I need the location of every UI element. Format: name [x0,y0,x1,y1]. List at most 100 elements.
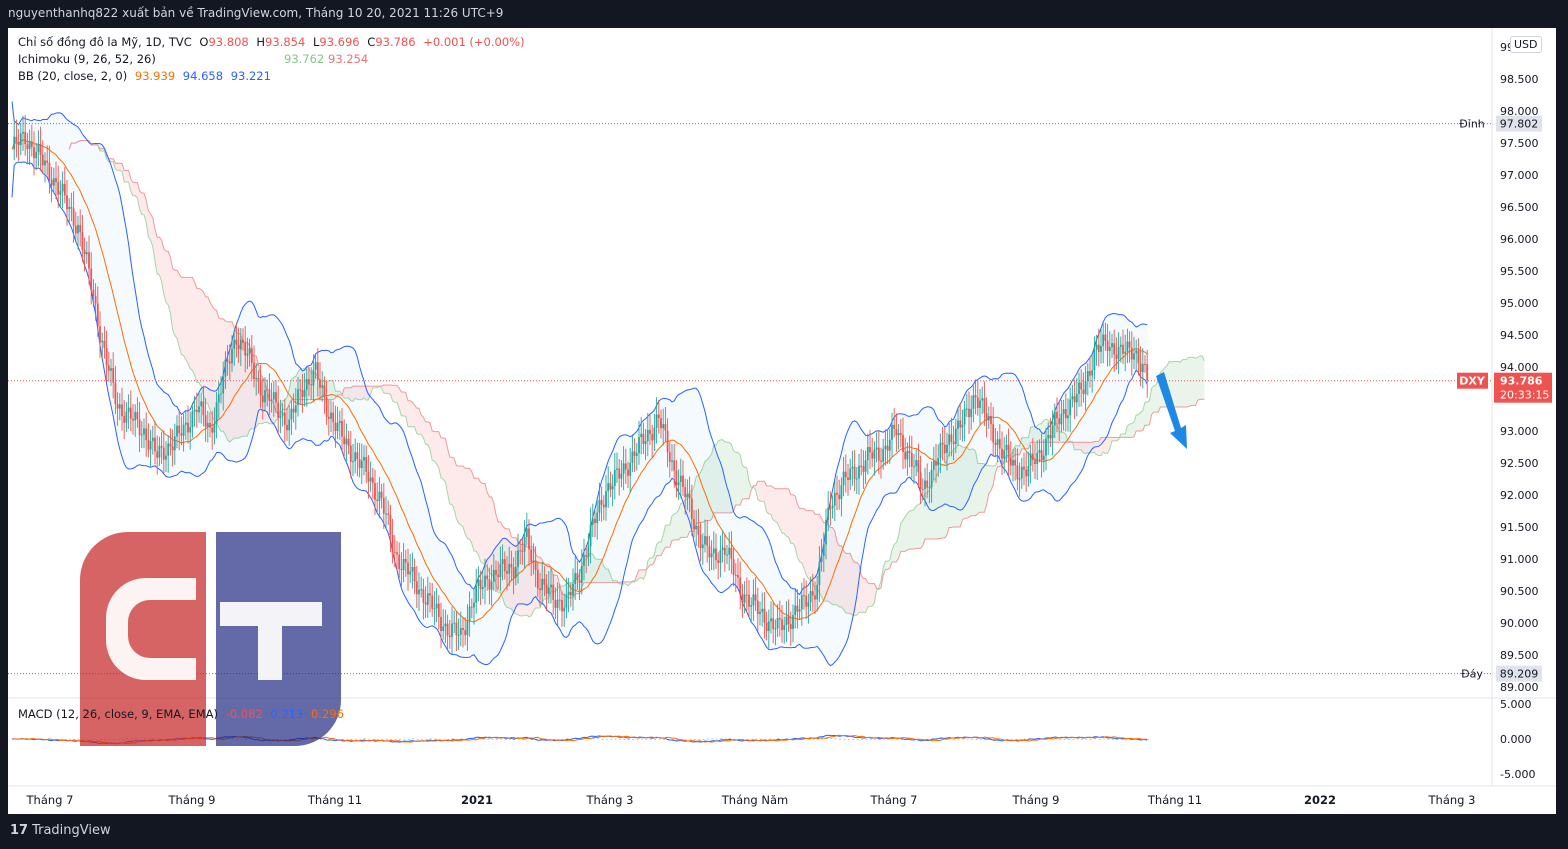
macd-histogram-bar [808,738,810,740]
candle-body [1130,347,1133,360]
price-tick: 90.500 [1500,585,1539,598]
time-tick: Tháng 3 [586,793,634,807]
candle-body [116,403,119,409]
candle-body [68,206,71,210]
cloud-segment [434,431,437,465]
candle-body [532,560,535,563]
cloud-segment [179,273,182,355]
candle-body [85,252,88,255]
macd-histogram-bar [680,739,683,740]
cloud-segment [1039,423,1042,443]
candle-body [646,429,649,442]
candle-body [1031,453,1034,461]
candle-body [376,499,379,501]
candles [13,115,1149,654]
candle-body [675,470,678,486]
time-tick: 2021 [461,793,493,807]
cloud-segment [102,148,105,151]
cloud-segment [262,377,265,424]
candle-body [932,461,935,470]
candle-body [800,595,803,610]
macd-histogram-bar [64,739,67,740]
candle-body [721,547,724,551]
candle-body [805,595,808,607]
candle-body [305,379,308,390]
macd-histogram-bar [1063,738,1066,740]
candle-body [888,439,891,451]
macd-histogram-bar [399,739,401,740]
candle-body [662,424,665,429]
macd-histogram-bar [878,739,881,740]
candle-body [653,427,656,441]
candle-body [954,428,957,445]
candle-body [475,586,478,603]
currency-button[interactable]: USD [1510,36,1542,53]
macd-histogram-bar [1024,738,1026,740]
cloud-segment [1178,361,1181,408]
candle-body [418,589,420,595]
tradingview-logo[interactable]: 17 TradingView [10,823,111,838]
cloud-segment [476,478,479,555]
macd-histogram-bar [1028,738,1030,739]
cloud-segment [793,494,796,548]
legend-h-label: H [256,35,266,49]
candle-body [486,575,489,580]
cloud-segment [922,493,925,546]
cloud-segment [936,471,939,540]
candle-body [272,392,275,400]
macd-histogram-bar [548,738,551,740]
macd-histogram-bar [628,739,630,740]
cloud-segment [1092,441,1095,453]
candle-body [745,594,748,596]
candle-body [195,409,198,413]
macd-histogram-bar [900,739,903,740]
candle-body [442,626,445,631]
candle-body [1106,340,1109,351]
candle-body [459,627,462,635]
macd-histogram-bar [1006,738,1008,740]
macd-histogram-bar [817,738,819,740]
cloud-segment [837,541,840,608]
cloud-segment [843,550,846,614]
candle-body [363,456,365,461]
cloud-segment [456,465,459,524]
candle-body [118,404,121,409]
candle-body [224,359,227,377]
macd-histogram-bar [619,739,621,740]
macd-histogram-bar [368,739,370,740]
candle-body [836,492,838,495]
candle-body [1069,399,1072,416]
candle-body [517,550,519,567]
candle-body [81,232,84,251]
candle-body [917,460,920,473]
cloud-segment [368,386,371,400]
macd-histogram-bar [874,738,876,740]
cloud-segment [454,458,457,519]
candle-body [19,133,22,146]
candle-body [1029,453,1032,466]
candle-body [1141,363,1144,372]
candle-body [294,405,297,413]
candle-body [915,460,918,467]
candle-body [1049,435,1052,439]
cloud-segment [1151,385,1154,415]
candle-body [79,224,82,233]
candle-body [488,579,491,590]
candle-body [444,623,447,627]
candle-body [173,436,176,451]
macd-histogram-bar [834,738,837,740]
candle-body [13,136,16,150]
candle-body [616,468,618,470]
candle-body [268,389,271,401]
candle-body [631,451,634,463]
candle-body [765,622,768,632]
candle-body [1082,389,1085,395]
candle-body [798,609,801,612]
macd-histogram-bar [364,738,366,740]
macd-histogram-bar [320,739,322,740]
candle-body [1005,444,1008,451]
cloud-segment [256,355,259,427]
cloud-segment [467,468,470,540]
